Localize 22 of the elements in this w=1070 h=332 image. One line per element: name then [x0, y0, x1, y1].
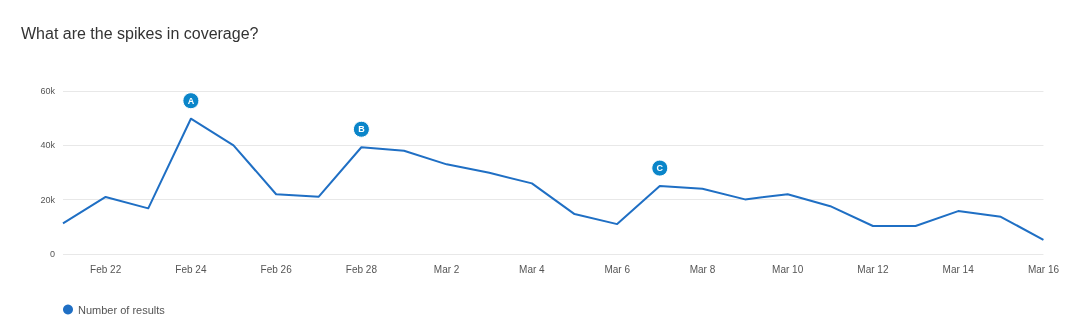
y-tick-label: 20k: [40, 194, 56, 205]
legend-label: Number of results: [78, 303, 166, 316]
x-tick-label: Mar 10: [772, 263, 804, 275]
x-tick-label: Mar 16: [1027, 263, 1060, 275]
annotation: B: [358, 124, 366, 135]
x-tick-label: Mar 6: [604, 263, 631, 275]
x-tick-label: Mar 14: [942, 263, 975, 275]
x-tick-label: Mar 2: [433, 263, 460, 275]
chart-title: What are the spikes in coverage?: [21, 24, 259, 42]
x-tick-label: Mar 4: [519, 263, 546, 275]
line-series: [62, 117, 1045, 241]
x-tick-label: Mar 8: [689, 263, 716, 275]
y-tick-label: 40k: [40, 140, 56, 151]
x-tick-label: Feb 22: [90, 263, 122, 275]
annotation: A: [187, 95, 195, 106]
y-tick-label: 0: [49, 249, 55, 259]
x-tick-label: Feb 26: [260, 263, 293, 275]
x-tick-label: Mar 12: [857, 263, 889, 275]
y-tick-label: 60k: [40, 86, 56, 96]
x-tick-label: Feb 28: [345, 263, 378, 275]
annotation: C: [656, 163, 664, 174]
x-tick-label: Feb 24: [175, 263, 207, 275]
